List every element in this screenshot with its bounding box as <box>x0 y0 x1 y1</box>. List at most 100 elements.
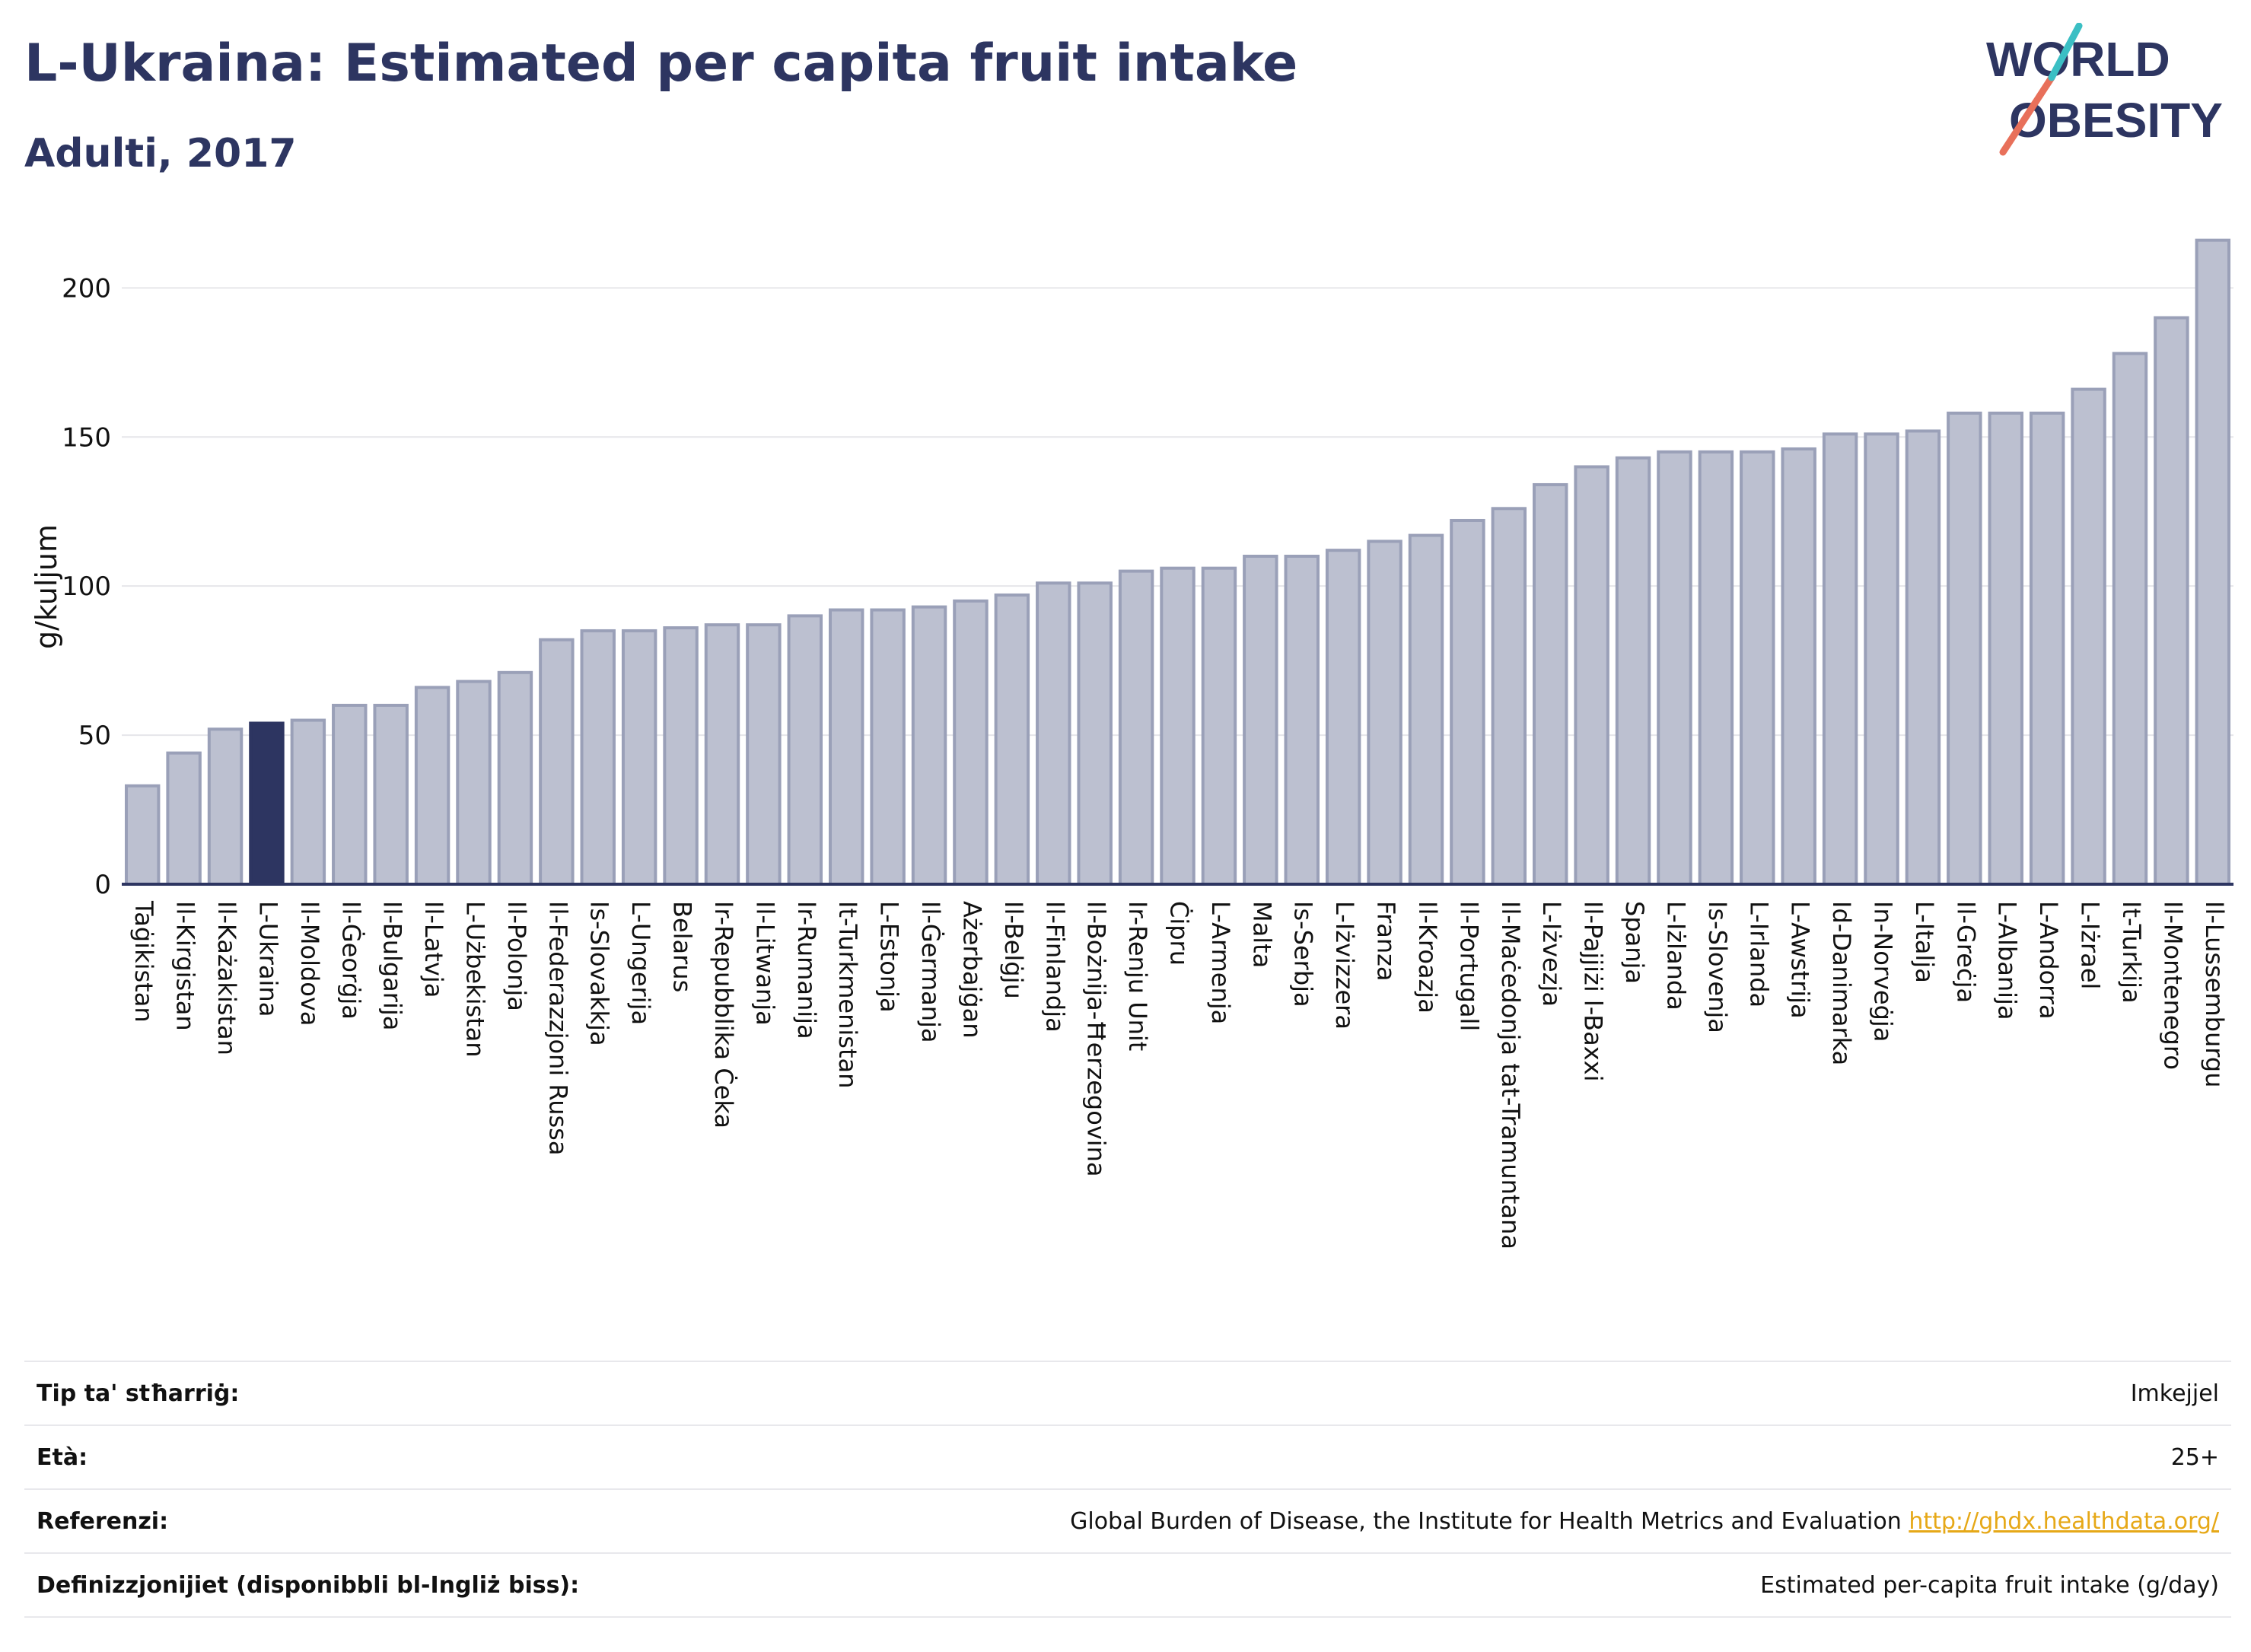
x-tick-label: Spanja <box>1620 901 1649 984</box>
bar-9[interactable] <box>497 670 533 886</box>
bar-28[interactable] <box>1284 555 1320 886</box>
info-row-age: Età: 25+ <box>24 1424 2231 1488</box>
x-tick-label: Taġikistan <box>129 900 158 1023</box>
bar-13[interactable] <box>663 626 699 886</box>
bar-12[interactable] <box>621 629 657 886</box>
bar-0[interactable] <box>124 784 161 886</box>
bar-16[interactable] <box>787 614 823 886</box>
x-tick-label: L-Albanija <box>1993 901 2022 1020</box>
x-tick-label: L-Ungerija <box>626 901 655 1025</box>
x-tick-label: Il-Finlandja <box>1040 901 1069 1033</box>
bar-49[interactable] <box>2154 316 2189 886</box>
bar-45[interactable] <box>1988 411 2023 886</box>
x-tick-label: Is-Slovakkja <box>585 901 614 1046</box>
x-tick-label: Il-Pajjiżi l-Baxxi <box>1579 901 1608 1082</box>
bar-2[interactable] <box>207 727 244 886</box>
x-tick-label: Il-Maċedonja tat-Tramuntana <box>1496 901 1525 1249</box>
reference-link[interactable]: http://ghdx.healthdata.org/ <box>1909 1507 2219 1535</box>
bar-36[interactable] <box>1615 456 1651 886</box>
bar-23[interactable] <box>1077 581 1113 886</box>
bar-15[interactable] <box>746 623 782 886</box>
bar-14[interactable] <box>704 623 740 886</box>
x-tick-label: Ir-Renju Unit <box>1123 901 1152 1051</box>
bar-24[interactable] <box>1118 569 1154 886</box>
x-tick-label: L-Iżrael <box>2076 901 2105 989</box>
x-tick-label: L-Iżvizzera <box>1330 901 1359 1030</box>
bar-30[interactable] <box>1367 540 1402 886</box>
bar-40[interactable] <box>1781 447 1816 886</box>
bar-32[interactable] <box>1450 518 1485 886</box>
bar-41[interactable] <box>1822 432 1858 886</box>
y-tick-label: 50 <box>78 721 111 751</box>
bar-6[interactable] <box>373 703 409 886</box>
bar-48[interactable] <box>2112 352 2148 886</box>
x-tick-label: Il-Greċja <box>1951 901 1980 1003</box>
bar-34[interactable] <box>1532 482 1568 886</box>
x-tick-label: Il-Każakistan <box>212 901 241 1055</box>
x-tick-label: In-Norveġja <box>1869 901 1898 1042</box>
bar-20[interactable] <box>953 599 989 886</box>
bar-10[interactable] <box>539 638 575 886</box>
bar-42[interactable] <box>1864 432 1899 886</box>
bar-22[interactable] <box>1036 581 1071 886</box>
bar-26[interactable] <box>1201 566 1237 886</box>
bar-33[interactable] <box>1491 507 1527 886</box>
chart-title: L-Ukraina: Estimated per capita fruit in… <box>24 33 1298 94</box>
reference-text: Global Burden of Disease, the Institute … <box>1070 1507 1902 1535</box>
info-row-definitions: Definizzjonijiet (disponibbli bl-Ingliż … <box>24 1552 2231 1618</box>
info-label: Referenzi: <box>37 1507 169 1535</box>
bar-18[interactable] <box>870 608 906 886</box>
x-tick-label: Il-Kroazja <box>1413 901 1442 1014</box>
bar-50[interactable] <box>2195 238 2231 886</box>
x-tick-label: L-Awstrija <box>1786 901 1815 1019</box>
bar-43[interactable] <box>1905 429 1941 886</box>
bar-5[interactable] <box>332 703 368 886</box>
x-tick-label: Belarus <box>668 901 697 992</box>
bar-38[interactable] <box>1698 450 1734 886</box>
y-tick-label: 100 <box>62 571 111 602</box>
y-axis-label: g/kuljum <box>30 524 63 649</box>
bar-17[interactable] <box>828 608 864 886</box>
x-tick-label: Il-Latvja <box>419 901 448 998</box>
x-tick-label: It-Turkija <box>2117 901 2146 1004</box>
y-tick-label: 150 <box>62 422 111 453</box>
bar-46[interactable] <box>2029 411 2065 886</box>
x-tick-label: Il-Bożnija-Ħerzegovina <box>1082 901 1111 1177</box>
bar-21[interactable] <box>994 593 1030 886</box>
bar-31[interactable] <box>1408 533 1444 886</box>
y-tick-label: 200 <box>62 273 111 304</box>
bar-27[interactable] <box>1243 555 1278 886</box>
bar-37[interactable] <box>1657 450 1692 886</box>
bar-35[interactable] <box>1574 465 1609 886</box>
bar-29[interactable] <box>1325 549 1361 886</box>
x-tick-label: Is-Serbja <box>1289 901 1318 1007</box>
bar-3[interactable] <box>249 721 285 886</box>
x-tick-label: Il-Belġju <box>999 901 1028 999</box>
y-tick-label: 0 <box>94 870 111 900</box>
info-label: Definizzjonijiet (disponibbli bl-Ingliż … <box>37 1571 580 1599</box>
bar-44[interactable] <box>1947 411 1982 886</box>
bar-25[interactable] <box>1160 566 1196 886</box>
bar-7[interactable] <box>414 686 451 886</box>
logo-slash-red <box>1999 74 2055 156</box>
x-tick-label: Franza <box>1372 901 1401 982</box>
bar-19[interactable] <box>911 605 947 886</box>
chart-subtitle: Adulti, 2017 <box>24 131 297 177</box>
x-tick-label: Il-Federazzjoni Russa <box>543 901 572 1155</box>
bar-8[interactable] <box>456 680 492 886</box>
bar-11[interactable] <box>580 629 616 886</box>
info-value: Estimated per-capita fruit intake (g/day… <box>1760 1571 2219 1599</box>
x-tick-label: L-Andorra <box>2034 901 2063 1020</box>
logo-line-2: OBESITY <box>2009 93 2223 148</box>
x-axis-ticks: Taġikistan Il-Kirgistan Il-Każakistan L-Ukr… <box>129 900 2229 1249</box>
bar-1[interactable] <box>166 751 202 886</box>
info-row-survey-type: Tip ta' stħarriġ: Imkejjel <box>24 1361 2231 1424</box>
x-tick-label: Malta <box>1247 901 1276 968</box>
x-tick-label: Il-Kirgistan <box>171 901 200 1031</box>
info-value: 25+ <box>2170 1444 2219 1471</box>
bar-39[interactable] <box>1740 450 1775 886</box>
y-axis-ticks: 0 50 100 150 200 <box>62 273 111 900</box>
bar-47[interactable] <box>2071 387 2106 886</box>
x-tick-label: L-Użbekistan <box>461 901 490 1058</box>
bar-4[interactable] <box>290 718 326 886</box>
